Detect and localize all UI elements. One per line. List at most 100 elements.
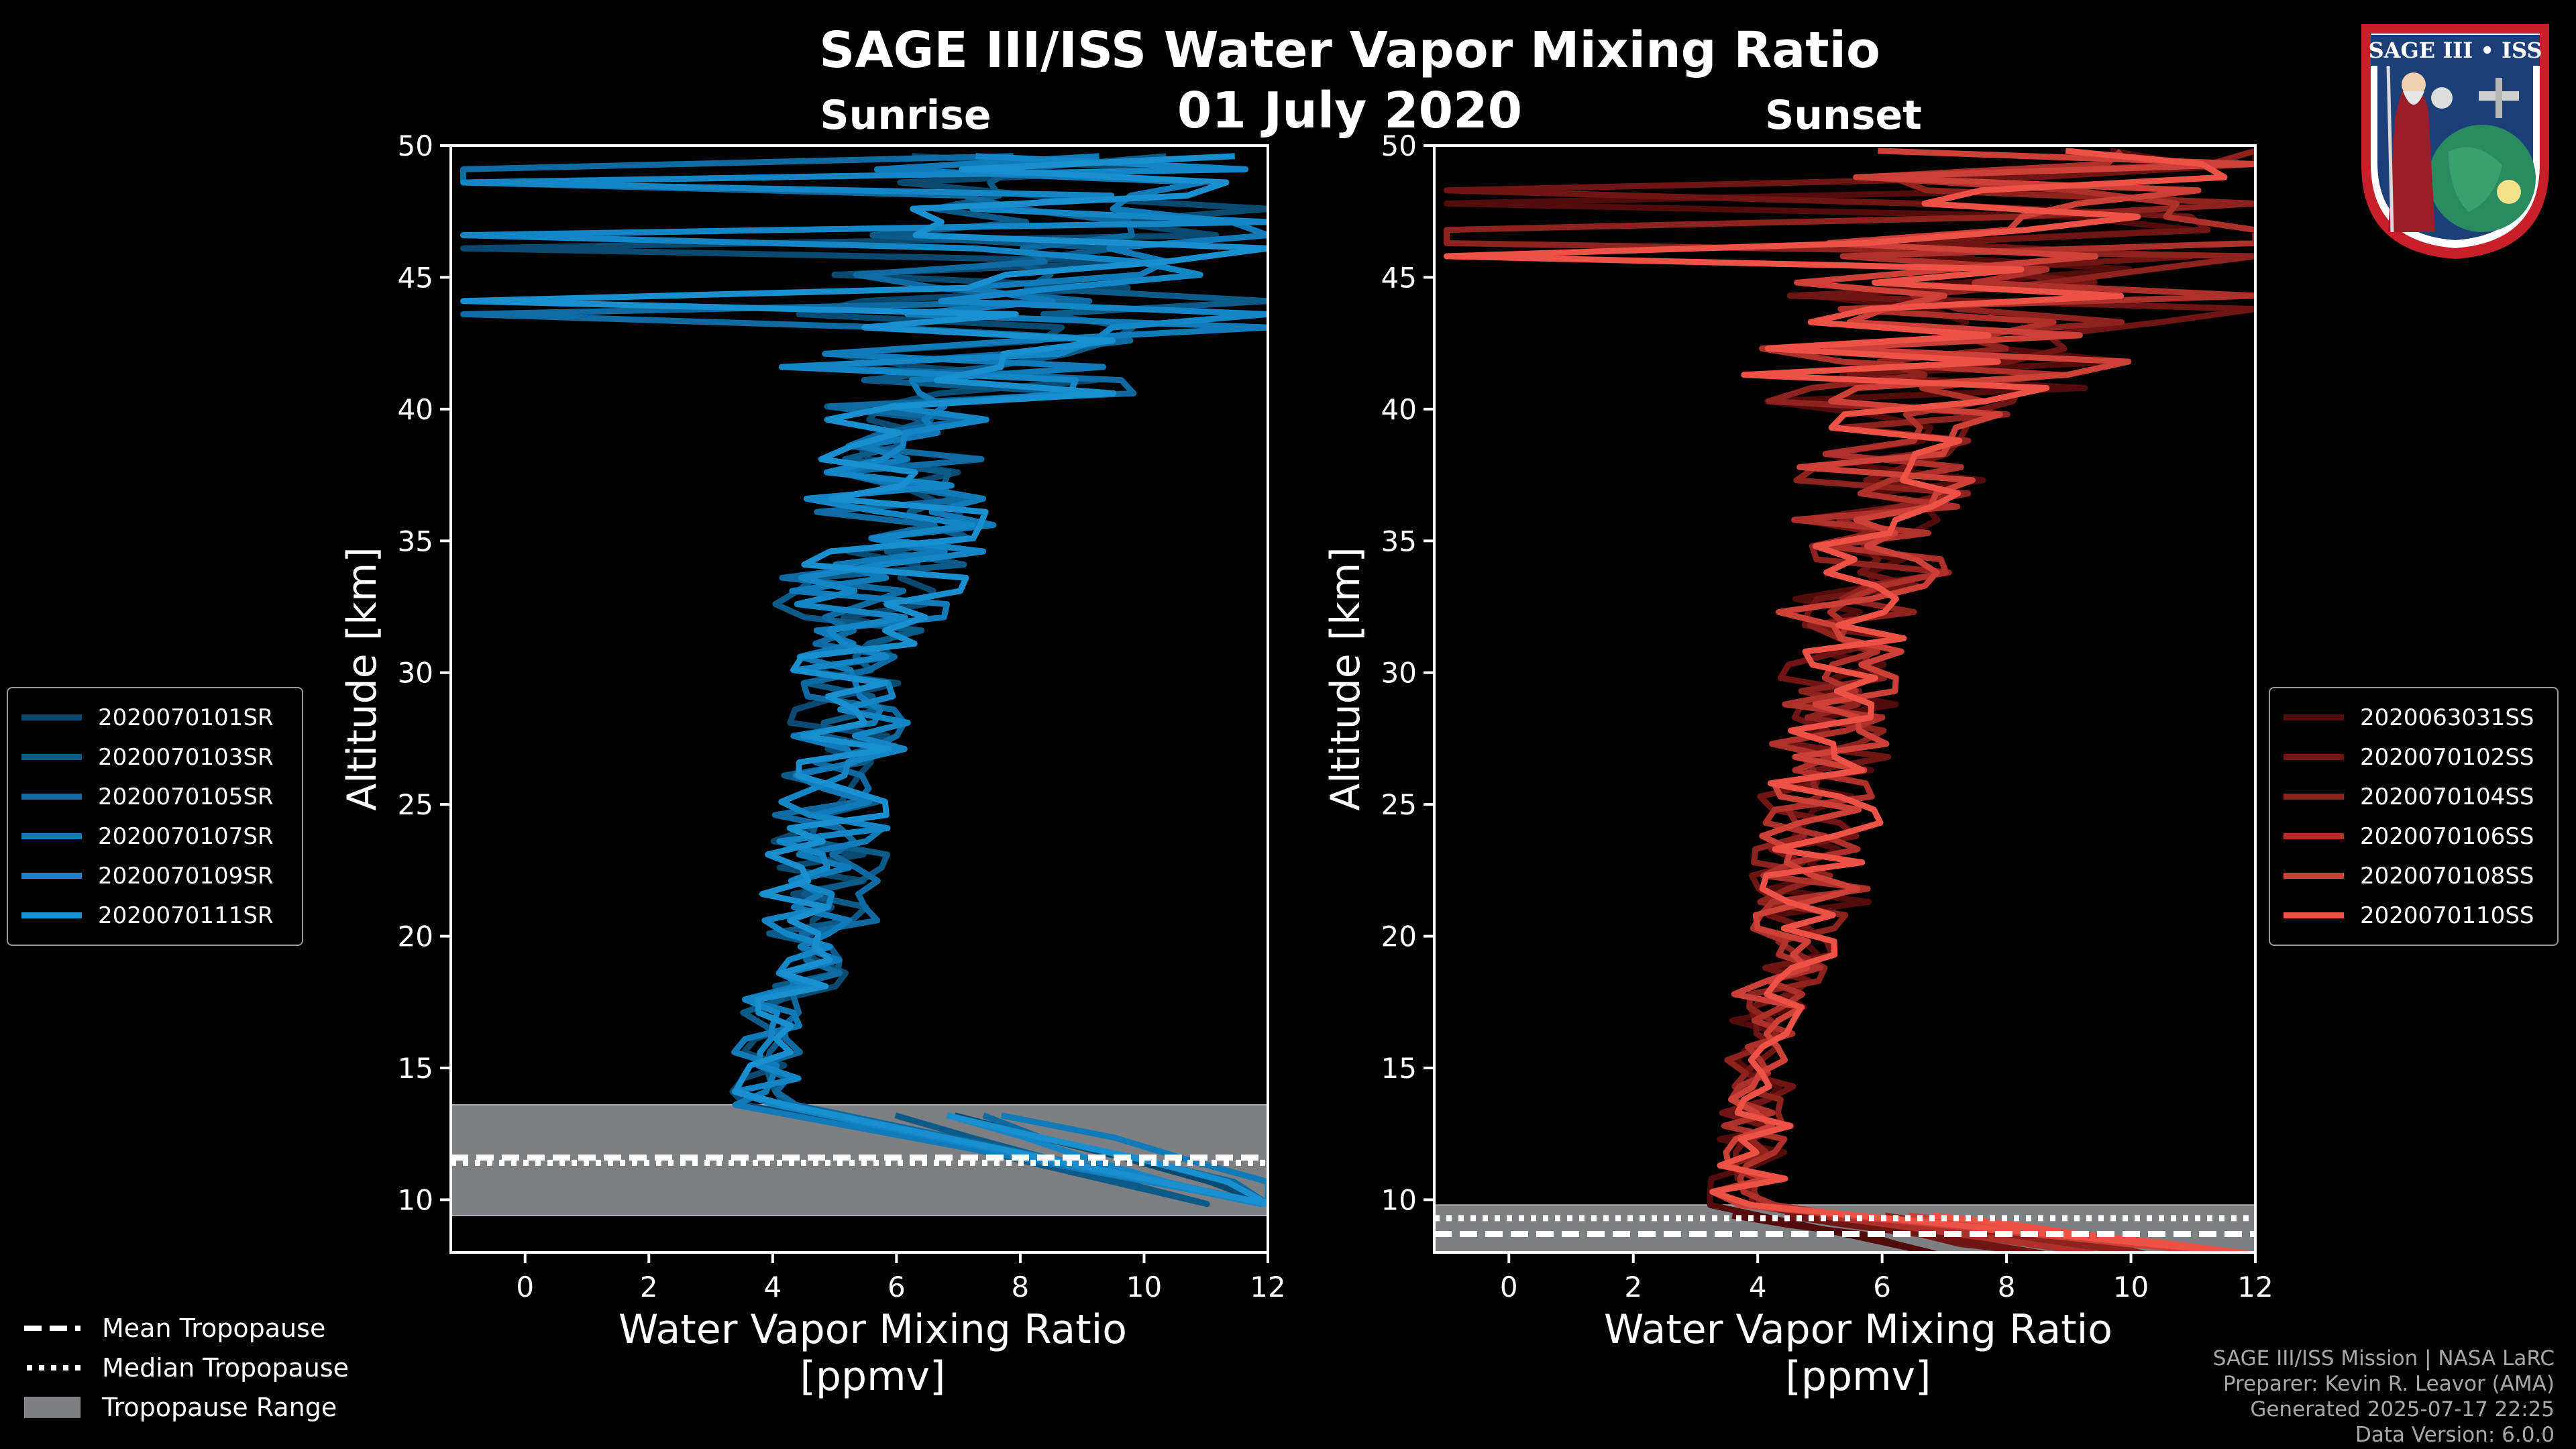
legend-swatch xyxy=(2284,794,2344,800)
legend-entry-2020070103SR: 2020070103SR xyxy=(21,737,288,777)
y-axis-label: Altitude [km] xyxy=(1322,547,1369,811)
legend-mean-label: Mean Tropopause xyxy=(102,1313,326,1343)
sage-iii-iss-logo: SAGE III • ISS xyxy=(2361,24,2549,259)
legend-label: 2020070107SR xyxy=(98,822,274,850)
legend-tropopause-range: Tropopause Range xyxy=(24,1387,349,1427)
legend-mean-tropopause: Mean Tropopause xyxy=(24,1308,349,1348)
y-tick-label: 15 xyxy=(1381,1052,1417,1085)
x-tick-label: 2 xyxy=(1624,1271,1642,1303)
y-tick-label: 30 xyxy=(398,657,433,690)
logo-title: SAGE III • ISS xyxy=(2369,38,2542,63)
legend-label: 2020070108SS xyxy=(2360,862,2534,890)
legend-entry-2020063031SS: 2020063031SS xyxy=(2284,698,2544,737)
legend-label: 2020070105SR xyxy=(98,783,274,810)
legend-entry-2020070110SS: 2020070110SS xyxy=(2284,896,2544,935)
x-tick-label: 8 xyxy=(1998,1271,2016,1303)
median-tropopause-swatch xyxy=(27,1364,80,1371)
legend-entry-2020070104SS: 2020070104SS xyxy=(2284,777,2544,816)
legend-entry-2020070101SR: 2020070101SR xyxy=(21,698,288,737)
y-tick-label: 15 xyxy=(398,1052,433,1085)
legend-label: 2020070111SR xyxy=(98,902,274,929)
y-tick-label: 20 xyxy=(1381,920,1417,953)
legend-swatch xyxy=(21,912,82,918)
credits-mission: SAGE III/ISS Mission | NASA LaRC xyxy=(2212,1346,2555,1371)
x-axis-unit-label: [ppmv] xyxy=(800,1353,946,1400)
y-tick-label: 45 xyxy=(1381,261,1417,294)
legend-entry-2020070106SS: 2020070106SS xyxy=(2284,816,2544,856)
series-line-2020070109SR xyxy=(460,153,1268,1208)
y-tick-label: 50 xyxy=(398,129,433,162)
y-tick-label: 20 xyxy=(398,920,433,953)
x-tick-label: 2 xyxy=(640,1271,658,1303)
plot-area xyxy=(1434,148,2255,1252)
x-tick-label: 4 xyxy=(1749,1271,1767,1303)
x-axis-label: Water Vapor Mixing Ratio xyxy=(619,1306,1127,1353)
x-tick-label: 6 xyxy=(1873,1271,1891,1303)
legend-swatch xyxy=(21,714,82,720)
y-tick-label: 35 xyxy=(398,525,433,557)
x-tick-label: 0 xyxy=(1500,1271,1518,1303)
mean-tropopause-swatch xyxy=(24,1325,80,1331)
figure-date: 01 July 2020 xyxy=(1177,82,1522,140)
legend-median-tropopause: Median Tropopause xyxy=(24,1348,349,1387)
legend-swatch xyxy=(2284,754,2344,760)
series-line-2020070111SR xyxy=(460,153,1268,1208)
legend-entry-2020070108SS: 2020070108SS xyxy=(2284,856,2544,896)
legend-swatch xyxy=(2284,714,2344,720)
figure-title: SAGE III/ISS Water Vapor Mixing Ratio xyxy=(819,21,1880,79)
tropopause-range-swatch xyxy=(24,1397,80,1417)
x-tick-label: 6 xyxy=(888,1271,906,1303)
sunrise-panel: 10 15 20 25 30 35 40 45 50 0 2 4 6 8 10 12 Sunrise Water … xyxy=(339,92,1286,1400)
y-tick-label: 40 xyxy=(398,393,433,426)
x-tick-label: 12 xyxy=(2237,1271,2273,1303)
legend-label: 2020070106SS xyxy=(2360,822,2534,850)
x-tick-label: 12 xyxy=(1250,1271,1285,1303)
y-tick-label: 50 xyxy=(1381,129,1417,162)
series-line-2020070110SS xyxy=(1444,148,2251,1252)
y-tick-label: 10 xyxy=(1381,1183,1417,1216)
y-tick-label: 25 xyxy=(398,788,433,821)
legend-label: 2020063031SS xyxy=(2360,704,2534,731)
legend-median-label: Median Tropopause xyxy=(102,1352,349,1383)
legend-swatch xyxy=(21,833,82,839)
legend-swatch xyxy=(2284,833,2344,839)
x-tick-label: 10 xyxy=(2113,1271,2149,1303)
legend-label: 2020070110SS xyxy=(2360,902,2534,929)
x-tick-label: 0 xyxy=(516,1271,534,1303)
y-tick-label: 25 xyxy=(1381,788,1417,821)
legend-label: 2020070101SR xyxy=(98,704,274,731)
legend-swatch xyxy=(21,794,82,800)
legend-swatch xyxy=(21,873,82,879)
y-tick-label: 45 xyxy=(398,261,433,294)
y-tick-label: 30 xyxy=(1381,657,1417,690)
legend-swatch xyxy=(2284,873,2344,879)
panel-title: Sunset xyxy=(1765,92,1922,139)
legend-label: 2020070102SS xyxy=(2360,743,2534,771)
series-line-2020070105SR xyxy=(460,153,1268,1208)
series-line-2020070108SS xyxy=(1709,148,2255,1252)
y-tick-label: 10 xyxy=(398,1183,433,1216)
legend-range-label: Tropopause Range xyxy=(102,1392,337,1422)
tropopause-legend: Mean Tropopause Median Tropopause Tropop… xyxy=(24,1308,349,1427)
legend-label: 2020070109SR xyxy=(98,862,274,890)
sunset-legend: 2020063031SS 2020070102SS 2020070104SS 2020… xyxy=(2269,687,2559,946)
x-tick-label: 10 xyxy=(1126,1271,1162,1303)
legend-entry-2020070111SR: 2020070111SR xyxy=(21,896,288,935)
legend-label: 2020070104SS xyxy=(2360,783,2534,810)
x-axis-unit-label: [ppmv] xyxy=(1786,1353,1931,1400)
plot-frame xyxy=(1433,144,2257,1254)
legend-entry-2020070102SS: 2020070102SS xyxy=(2284,737,2544,777)
legend-swatch xyxy=(21,754,82,760)
credits-data-version: Data Version: 6.0.0 xyxy=(2355,1423,2555,1447)
x-tick-label: 8 xyxy=(1012,1271,1030,1303)
x-tick-label: 4 xyxy=(763,1271,782,1303)
y-tick-label: 35 xyxy=(1381,525,1417,557)
legend-label: 2020070103SR xyxy=(98,743,274,771)
legend-entry-2020070107SR: 2020070107SR xyxy=(21,816,288,856)
y-tick-label: 40 xyxy=(1381,393,1417,426)
plot-frame xyxy=(449,144,1269,1254)
legend-entry-2020070105SR: 2020070105SR xyxy=(21,777,288,816)
sunset-panel: 10 15 20 25 30 35 40 45 50 0 2 4 6 8 10 12 Sunset Water V… xyxy=(1322,92,2273,1400)
credits-generated: Generated 2025-07-17 22:25 xyxy=(2250,1397,2555,1421)
